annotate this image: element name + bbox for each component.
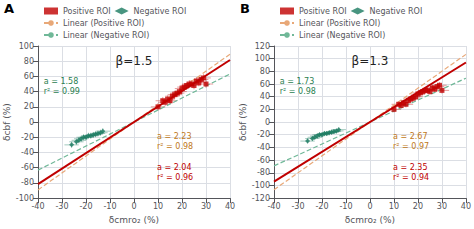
svg-text:-20: -20 [79,202,92,211]
svg-text:Negative ROI: Negative ROI [134,7,187,16]
svg-text:Linear (Positive ROI): Linear (Positive ROI) [63,19,144,28]
svg-text:80: 80 [260,67,270,76]
svg-text:A: A [4,1,14,16]
svg-text:Linear (Negative ROI): Linear (Negative ROI) [299,31,385,40]
svg-text:40: 40 [461,202,471,211]
svg-text:0: 0 [265,118,270,127]
svg-text:-120: -120 [251,193,270,203]
svg-text:120: 120 [255,42,270,51]
svg-text:-10: -10 [103,202,116,211]
svg-text:δcmro₂ (%): δcmro₂ (%) [109,215,159,225]
svg-text:r² = 0.96: r² = 0.96 [157,173,193,182]
svg-text:-20: -20 [257,130,270,139]
svg-text:B: B [240,1,250,16]
svg-text:a = 2.23: a = 2.23 [157,132,192,141]
svg-text:40: 40 [225,202,235,211]
svg-text:-20: -20 [21,133,34,142]
svg-text:a = 2.67: a = 2.67 [393,132,428,141]
svg-text:-40: -40 [31,202,44,211]
svg-text:-20: -20 [315,202,328,211]
svg-text:40: 40 [260,92,270,101]
svg-text:r² = 0.98: r² = 0.98 [157,142,193,151]
svg-text:20: 20 [177,202,187,211]
svg-text:-80: -80 [21,178,34,187]
svg-text:-60: -60 [257,156,270,165]
svg-text:Linear (Positive ROI): Linear (Positive ROI) [299,19,380,28]
svg-text:-40: -40 [21,148,34,157]
svg-text:20: 20 [413,202,423,211]
svg-text:10: 10 [389,202,399,211]
svg-text:δcbf (%): δcbf (%) [2,103,12,141]
svg-text:-40: -40 [257,143,270,152]
svg-text:20: 20 [260,105,270,114]
svg-text:δcbf (%): δcbf (%) [238,103,248,141]
svg-text:β=1.5: β=1.5 [116,54,153,68]
svg-text:Positive ROI: Positive ROI [299,7,347,16]
svg-text:60: 60 [260,80,270,89]
svg-text:-30: -30 [55,202,68,211]
svg-text:-40: -40 [267,202,280,211]
svg-text:a = 1.58: a = 1.58 [44,77,79,86]
svg-text:30: 30 [201,202,211,211]
svg-text:a = 2.04: a = 2.04 [157,163,192,172]
svg-text:-30: -30 [291,202,304,211]
svg-text:-100: -100 [252,181,270,190]
svg-text:30: 30 [437,202,447,211]
svg-text:0: 0 [131,202,136,211]
svg-text:80: 80 [24,57,34,66]
svg-text:a = 1.73: a = 1.73 [280,77,315,86]
svg-text:Positive ROI: Positive ROI [63,7,111,16]
svg-text:Negative ROI: Negative ROI [370,7,423,16]
svg-text:-80: -80 [257,168,270,177]
svg-text:r² = 0.98: r² = 0.98 [280,87,316,96]
svg-text:10: 10 [153,202,163,211]
svg-text:δcmro₂ (%): δcmro₂ (%) [345,215,395,225]
svg-text:-100: -100 [15,193,34,203]
svg-text:r² = 0.99: r² = 0.99 [44,87,80,96]
svg-text:60: 60 [24,72,34,81]
svg-text:β=1.3: β=1.3 [352,54,389,68]
svg-text:-10: -10 [339,202,352,211]
svg-text:r² = 0.97: r² = 0.97 [393,142,429,151]
svg-text:100: 100 [255,54,270,63]
svg-text:20: 20 [24,102,34,111]
svg-text:Linear (Negative ROI): Linear (Negative ROI) [63,31,149,40]
svg-text:-60: -60 [21,163,34,172]
svg-text:0: 0 [367,202,372,211]
svg-text:r² = 0.94: r² = 0.94 [393,173,429,182]
svg-text:0: 0 [29,118,34,127]
svg-text:100: 100 [19,42,34,51]
svg-text:40: 40 [24,87,34,96]
svg-text:a = 2.35: a = 2.35 [393,163,428,172]
